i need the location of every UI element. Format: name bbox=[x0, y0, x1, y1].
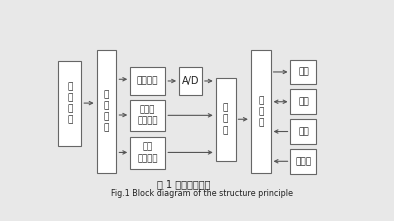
Bar bbox=[290, 60, 316, 84]
Text: A/D: A/D bbox=[182, 76, 199, 86]
Bar bbox=[251, 50, 271, 173]
Bar bbox=[290, 119, 316, 144]
Bar bbox=[97, 50, 117, 173]
Text: 总线: 总线 bbox=[298, 97, 309, 106]
Text: 精码放大: 精码放大 bbox=[137, 76, 158, 85]
Text: 显示: 显示 bbox=[298, 68, 309, 76]
Bar bbox=[179, 67, 202, 95]
Bar bbox=[130, 67, 165, 95]
Text: 锁
存
器: 锁 存 器 bbox=[223, 104, 228, 135]
Text: 电调零: 电调零 bbox=[296, 157, 312, 166]
Text: 中精码
放大鉴幅: 中精码 放大鉴幅 bbox=[138, 105, 158, 126]
Bar bbox=[216, 78, 236, 161]
Bar bbox=[290, 90, 316, 114]
Text: 粗码
放大鉴幅: 粗码 放大鉴幅 bbox=[138, 143, 158, 163]
Bar bbox=[130, 137, 165, 169]
Text: Fig.1 Block diagram of the structure principle: Fig.1 Block diagram of the structure pri… bbox=[111, 189, 293, 198]
Bar bbox=[130, 100, 165, 131]
Text: 光
栅
码
盘: 光 栅 码 盘 bbox=[67, 82, 72, 124]
Text: 复位: 复位 bbox=[298, 127, 309, 136]
Text: 数
据
采
集: 数 据 采 集 bbox=[104, 90, 109, 133]
Bar bbox=[290, 149, 316, 174]
Text: 单
片
机: 单 片 机 bbox=[258, 96, 264, 127]
Text: 图 1 结构原理框图: 图 1 结构原理框图 bbox=[157, 179, 210, 189]
Bar bbox=[58, 61, 81, 146]
